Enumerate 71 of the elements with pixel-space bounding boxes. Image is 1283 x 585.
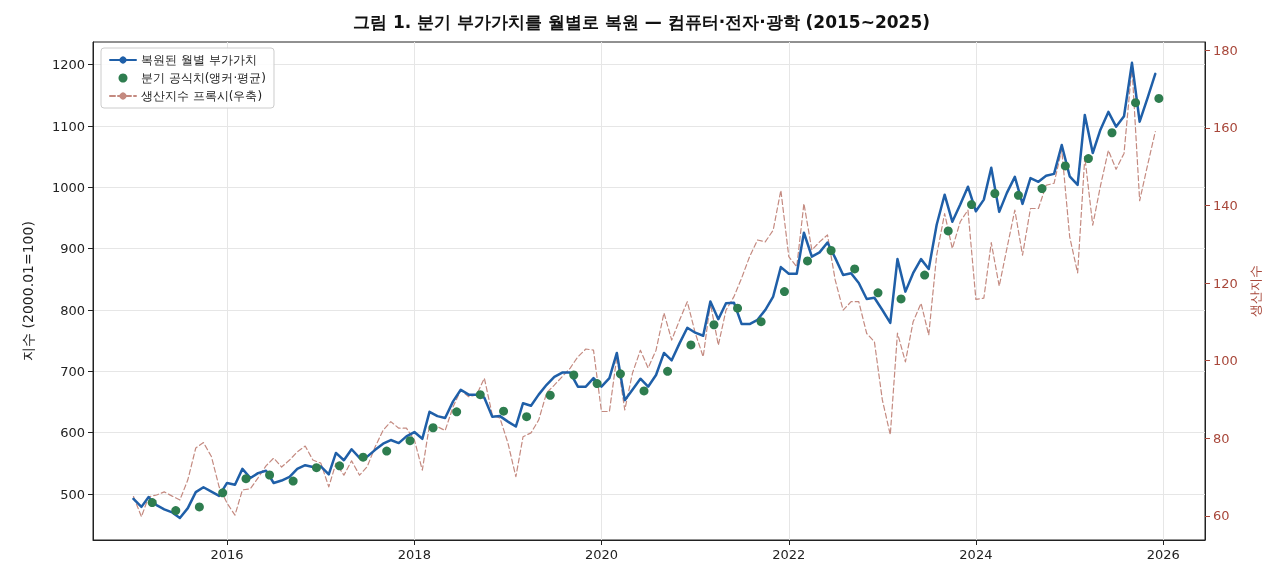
- y-axis-title: 지수 (2000.01=100): [20, 221, 36, 361]
- point: [147, 498, 157, 508]
- point: [756, 317, 766, 327]
- chart-title: 그림 1. 분기 부가가치를 월별로 복원 — 컴퓨터·전자·광학 (2015~2025): [353, 11, 930, 32]
- point: [920, 270, 930, 280]
- point: [382, 446, 392, 456]
- point: [663, 366, 673, 376]
- point: [990, 188, 1000, 198]
- y-tick-label: 1000: [51, 179, 85, 195]
- point: [896, 294, 906, 304]
- point: [452, 407, 462, 417]
- x-tick-label: 2020: [584, 547, 619, 562]
- point: [1037, 184, 1047, 194]
- point: [335, 461, 345, 471]
- point: [288, 476, 298, 486]
- point: [311, 463, 321, 473]
- legend-label: 생산지수 프록시(우축): [141, 89, 263, 103]
- point: [615, 369, 625, 379]
- point: [218, 488, 228, 498]
- y-tick-label: 900: [60, 241, 85, 257]
- point: [1107, 128, 1117, 138]
- point: [850, 264, 860, 274]
- point: [475, 390, 485, 400]
- point: [358, 452, 368, 462]
- point: [733, 303, 743, 313]
- y2-tick-label: 180: [1213, 42, 1238, 58]
- y-tick-label: 700: [60, 363, 85, 379]
- y-tick-label: 600: [60, 425, 85, 441]
- x-tick-label: 2026: [1146, 547, 1180, 562]
- point: [967, 200, 977, 210]
- x-tick-label: 2024: [959, 547, 993, 562]
- point: [499, 406, 509, 416]
- point: [686, 340, 696, 350]
- y2-tick-label: 80: [1213, 430, 1230, 446]
- x-tick-label: 2018: [397, 547, 431, 562]
- point: [265, 470, 275, 480]
- point: [709, 320, 719, 330]
- point: [405, 436, 415, 446]
- point: [943, 226, 953, 236]
- y-tick-label: 500: [60, 486, 85, 502]
- point: [873, 288, 883, 298]
- point: [1060, 161, 1070, 171]
- point: [826, 246, 836, 256]
- y-tick-label: 800: [60, 302, 85, 318]
- x-tick-label: 2016: [210, 547, 244, 562]
- y2-tick-label: 120: [1213, 275, 1238, 291]
- point: [569, 370, 579, 380]
- y2-tick-label: 160: [1213, 120, 1238, 136]
- point: [592, 379, 602, 389]
- y2-tick-label: 60: [1213, 508, 1230, 524]
- point: [1013, 190, 1023, 200]
- point: [639, 386, 649, 396]
- y2-axis-title: 생산지수: [1248, 265, 1263, 317]
- point: [1154, 93, 1164, 103]
- point: [1083, 154, 1093, 164]
- point: [194, 502, 204, 512]
- x-tick-label: 2022: [772, 547, 806, 562]
- point: [171, 506, 181, 516]
- y-tick-label: 1100: [51, 118, 85, 134]
- point: [1131, 98, 1141, 108]
- point: [803, 256, 813, 266]
- y2-tick-label: 100: [1213, 353, 1238, 369]
- y2-tick-label: 140: [1213, 197, 1238, 213]
- point: [241, 474, 251, 484]
- point: [779, 287, 789, 297]
- y-tick-label: 1200: [51, 57, 85, 73]
- legend-label: 분기 공식치(앵커·평균): [141, 71, 266, 85]
- point: [522, 412, 532, 422]
- point: [428, 423, 438, 433]
- legend-label: 복원된 월별 부가가치: [141, 53, 257, 67]
- point: [545, 390, 555, 400]
